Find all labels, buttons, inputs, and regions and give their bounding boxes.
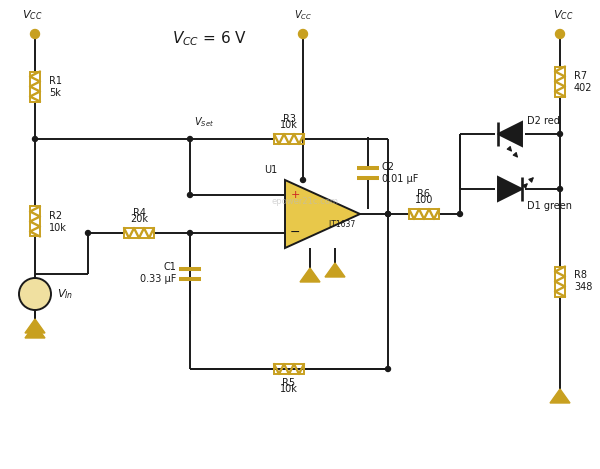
Circle shape (386, 212, 391, 217)
Bar (409, 209, 439, 219)
Polygon shape (300, 268, 320, 282)
Text: $V_{CC}$: $V_{CC}$ (294, 8, 312, 22)
Text: 348: 348 (574, 282, 592, 293)
Circle shape (187, 136, 193, 142)
Text: −: − (30, 294, 40, 307)
Text: $V_{In}$: $V_{In}$ (57, 287, 73, 301)
Polygon shape (285, 180, 360, 248)
Bar (555, 266, 565, 296)
Circle shape (386, 366, 391, 371)
Polygon shape (25, 319, 45, 333)
Bar (30, 206, 40, 236)
Text: 5k: 5k (49, 88, 61, 98)
Circle shape (556, 30, 565, 38)
Circle shape (458, 212, 463, 217)
Text: +: + (31, 283, 40, 293)
Circle shape (301, 177, 305, 182)
Text: D2 red: D2 red (527, 116, 560, 126)
Text: +: + (290, 190, 299, 200)
Text: R5: R5 (283, 378, 296, 388)
Bar (555, 67, 565, 97)
Text: −: − (290, 226, 300, 239)
Text: 10k: 10k (280, 120, 298, 130)
Text: $V_{CC}$: $V_{CC}$ (22, 8, 42, 22)
Text: R6: R6 (418, 189, 431, 199)
Text: 402: 402 (574, 83, 593, 92)
Text: R4: R4 (133, 208, 146, 218)
Text: C2: C2 (382, 162, 395, 172)
Text: 100: 100 (415, 195, 433, 205)
Circle shape (187, 192, 193, 197)
Bar (274, 364, 304, 374)
Circle shape (19, 278, 51, 310)
Text: 0.33 μF: 0.33 μF (140, 274, 176, 285)
Text: C1: C1 (163, 263, 176, 272)
Text: 10k: 10k (280, 384, 298, 394)
Text: R8: R8 (574, 271, 587, 280)
Circle shape (187, 230, 193, 235)
Bar (274, 134, 304, 144)
Polygon shape (25, 324, 45, 338)
Text: 0.01 μF: 0.01 μF (382, 174, 418, 184)
Polygon shape (498, 177, 522, 201)
Text: epower21c.com: epower21c.com (271, 197, 338, 205)
Circle shape (386, 212, 391, 217)
Text: $V_{CC}$ = 6 V: $V_{CC}$ = 6 V (172, 30, 248, 48)
Text: R3: R3 (283, 114, 296, 124)
Text: $V_{Set}$: $V_{Set}$ (194, 115, 214, 129)
Circle shape (299, 30, 308, 38)
Text: R1: R1 (49, 76, 62, 85)
Circle shape (31, 30, 40, 38)
Text: 20k: 20k (130, 214, 148, 224)
Polygon shape (498, 122, 522, 146)
Polygon shape (550, 389, 570, 403)
Bar (30, 71, 40, 101)
Polygon shape (325, 263, 345, 277)
Circle shape (86, 230, 91, 235)
Circle shape (32, 136, 37, 142)
Circle shape (557, 187, 563, 191)
Text: R2: R2 (49, 211, 62, 220)
Text: $V_{CC}$: $V_{CC}$ (553, 8, 573, 22)
Text: U1: U1 (264, 165, 277, 175)
Circle shape (557, 131, 563, 136)
Bar (124, 228, 154, 238)
Text: R7: R7 (574, 70, 587, 81)
Text: LT1637: LT1637 (328, 219, 356, 228)
Text: D1 green: D1 green (527, 201, 572, 211)
Text: 10k: 10k (49, 222, 67, 233)
